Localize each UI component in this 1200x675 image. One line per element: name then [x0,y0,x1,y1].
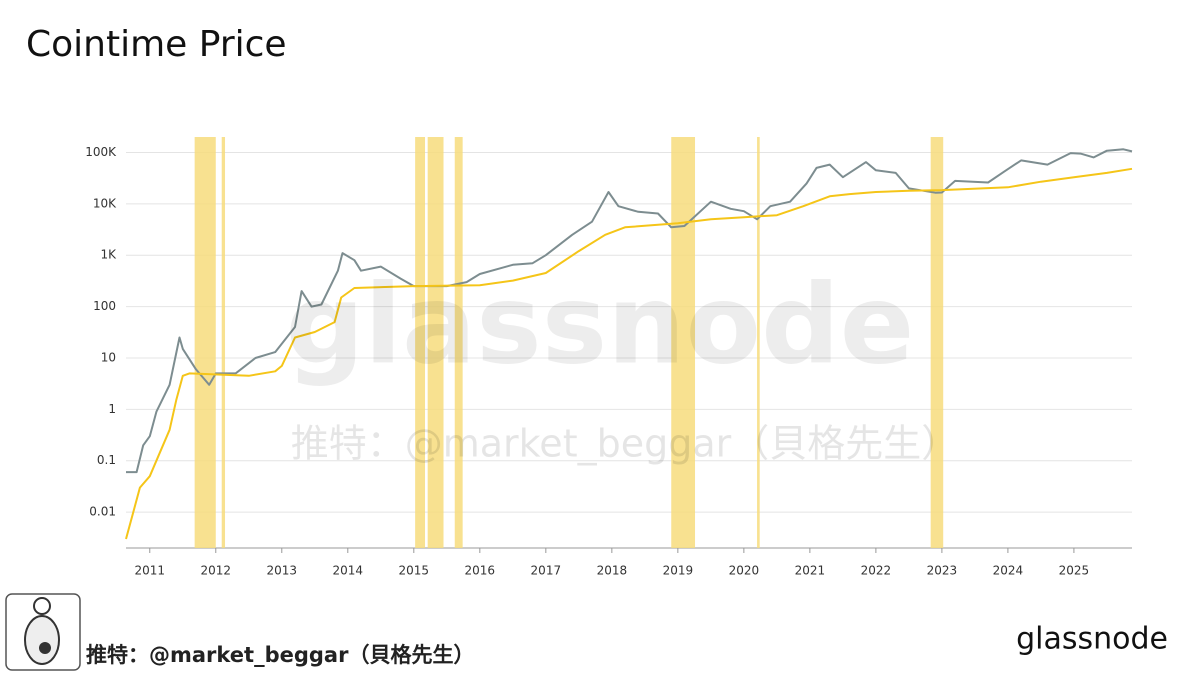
y-tick-label: 0.01 [89,505,116,519]
x-tick-label: 2020 [729,564,760,578]
avatar [5,593,81,671]
chart-title: Cointime Price [26,24,287,65]
x-tick-label: 2018 [597,564,628,578]
x-tick-label: 2025 [1059,564,1090,578]
x-tick-label: 2019 [663,564,694,578]
highlight-band [930,137,944,548]
highlight-band [427,137,444,548]
footer-handle: 推特：@market_beggar（貝格先生） [86,643,474,667]
highlight-band [194,137,216,548]
y-tick-label: 1 [108,402,116,416]
series-line [126,148,1133,474]
highlight-band [671,137,696,548]
highlight-band [415,137,426,548]
watermark-handle: 推特：@market_beggar（貝格先生） [291,422,960,466]
x-tick-label: 2012 [201,564,232,578]
x-tick-label: 2017 [531,564,562,578]
watermark: glassnode [286,260,915,388]
x-tick-label: 2015 [399,564,430,578]
x-tick-label: 2024 [993,564,1024,578]
x-tick-label: 2014 [333,564,364,578]
x-tick-label: 2023 [927,564,958,578]
footer-logo: glassnode [1016,622,1168,657]
y-tick-label: 10K [93,196,117,210]
y-tick-label: 100 [93,299,116,313]
plot-area: 100K 10K 1K 100 10 1 0.1 0.01 2011 2012 2013 2014 20… [85,137,1133,578]
x-tick-label: 2011 [134,564,165,578]
y-tick-label: 10 [101,350,116,364]
highlight-band [221,137,226,548]
highlight-band [757,137,760,548]
highlight-band [454,137,463,548]
y-tick-label: 100K [85,145,117,159]
x-tick-label: 2022 [861,564,892,578]
x-tick-label: 2013 [267,564,298,578]
y-tick-label: 1K [100,248,117,262]
series-line [125,167,1133,540]
x-tick-label: 2016 [465,564,496,578]
x-tick-label: 2021 [795,564,826,578]
y-tick-label: 0.1 [97,453,116,467]
